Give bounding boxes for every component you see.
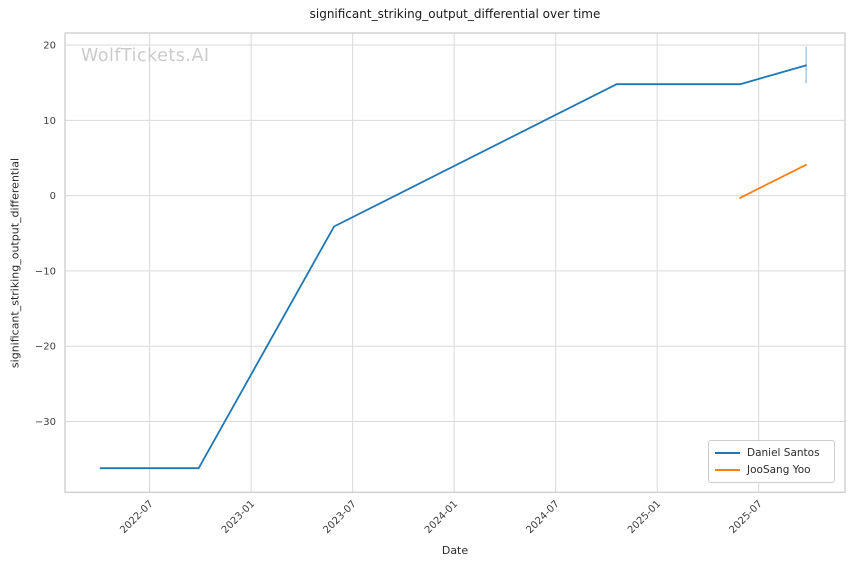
y-tick-label: −30	[35, 417, 56, 428]
y-tick-label: −20	[35, 342, 56, 353]
y-tick-label: 10	[43, 116, 56, 127]
x-tick-label: 2025-01	[626, 499, 663, 536]
series-line-daniel-santos	[99, 64, 807, 470]
legend-label: Daniel Santos	[747, 447, 820, 459]
x-tick-label: 2025-07	[727, 499, 764, 536]
y-tick-label: 0	[50, 191, 56, 202]
x-axis-label: Date	[441, 544, 469, 557]
x-tick-label: 2024-07	[524, 499, 561, 536]
watermark: WolfTickets.AI	[81, 46, 210, 66]
chart-title: significant_striking_output_differential…	[309, 7, 601, 21]
x-tick-label: 2023-07	[321, 499, 358, 536]
series-line-joosang-yoo	[739, 163, 807, 199]
legend-label: JooSang Yoo	[747, 464, 811, 476]
x-tick-label: 2024-01	[423, 499, 460, 536]
legend-line-sample-icon	[715, 469, 740, 471]
legend-item-daniel-santos: Daniel Santos	[715, 447, 826, 459]
plot-border	[64, 32, 846, 493]
x-tick-label: 2022-07	[118, 499, 155, 536]
y-tick-label: 20	[43, 41, 56, 52]
x-tick-label: 2023-01	[220, 499, 257, 536]
legend-line-sample-icon	[715, 452, 740, 454]
plot-background	[65, 33, 845, 493]
y-tick-label: −10	[35, 266, 56, 277]
legend: Daniel Santos JooSang Yoo	[708, 440, 835, 483]
legend-item-joosang-yoo: JooSang Yoo	[715, 464, 826, 476]
y-axis-label: significant_striking_output_differential	[8, 157, 22, 369]
